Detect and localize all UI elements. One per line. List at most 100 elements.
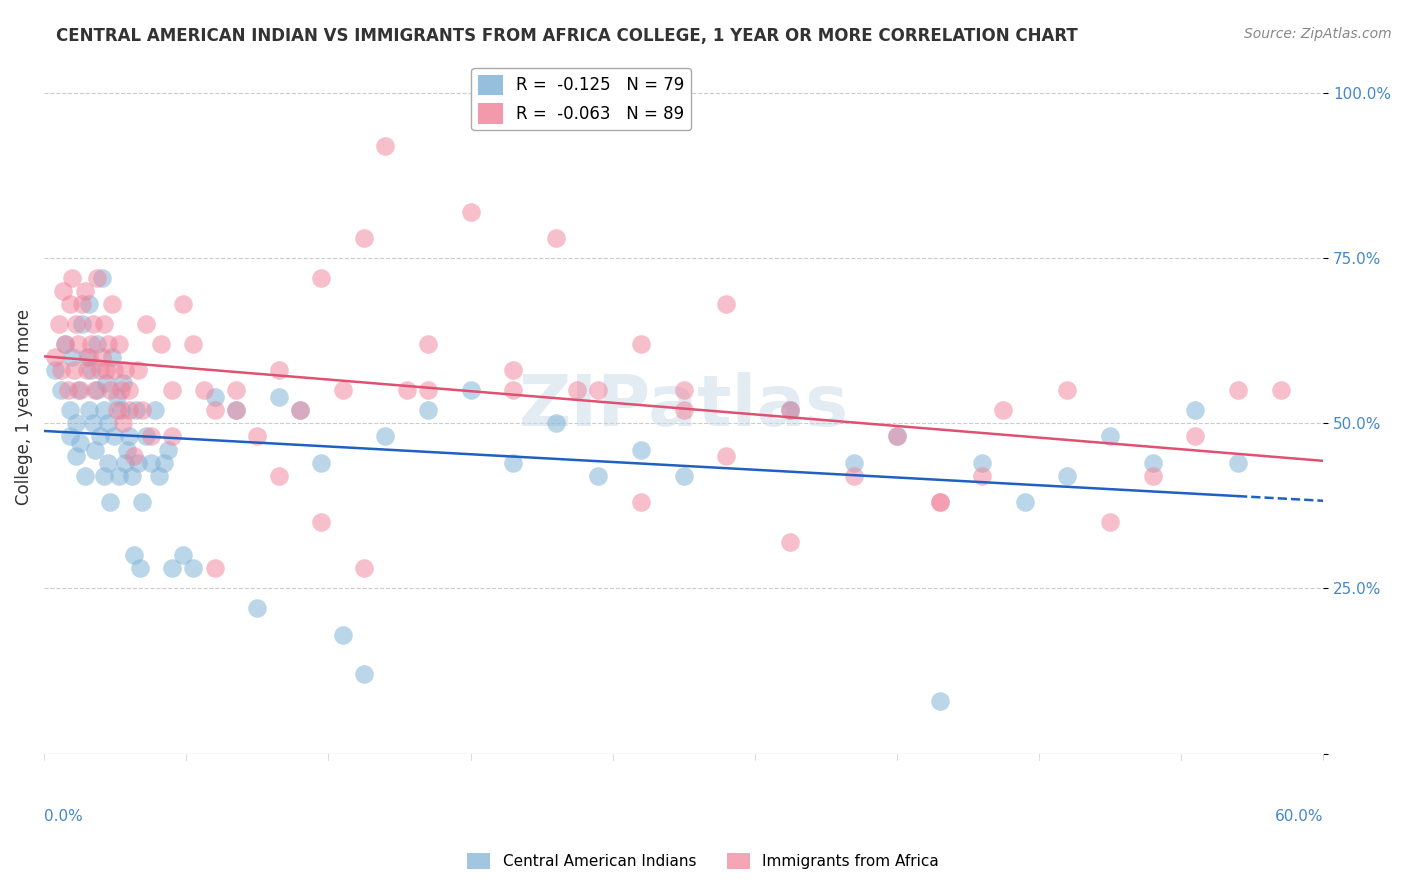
Point [374,138,396,153]
Point [122,449,145,463]
Point [716,449,738,463]
Point [131,495,153,509]
Point [59,297,82,311]
Point [52,284,75,298]
Point [332,383,354,397]
Point [121,469,143,483]
Point [67,383,90,397]
Point [76,363,98,377]
Point [110,383,132,397]
Point [103,363,125,377]
Point [107,469,129,483]
Point [90,270,112,285]
Point [148,469,170,483]
Point [131,402,153,417]
Point [114,363,136,377]
Point [246,601,269,615]
Point [98,495,121,509]
Point [374,429,396,443]
Point [460,204,482,219]
Point [143,402,166,417]
Point [93,469,115,483]
Point [544,416,567,430]
Point [89,363,111,377]
Point [1142,456,1164,470]
Point [1227,456,1250,470]
Point [69,383,91,397]
Point [972,456,994,470]
Point [844,456,866,470]
Point [1099,515,1122,529]
Point [309,270,332,285]
Point [118,383,141,397]
Point [1099,429,1122,443]
Point [118,402,141,417]
Point [353,667,375,681]
Point [886,429,908,443]
Point [111,376,134,391]
Point [51,363,73,377]
Point [928,693,950,707]
Point [76,350,98,364]
Point [105,402,128,417]
Point [44,350,66,364]
Point [588,383,610,397]
Point [44,363,66,377]
Point [1227,383,1250,397]
Point [288,402,311,417]
Point [80,363,103,377]
Point [65,416,87,430]
Point [544,231,567,245]
Point [246,429,269,443]
Point [101,350,124,364]
Point [416,336,439,351]
Point [94,376,117,391]
Point [48,317,70,331]
Point [122,548,145,562]
Point [97,416,120,430]
Point [97,336,120,351]
Point [630,442,652,457]
Point [1184,429,1206,443]
Point [110,402,132,417]
Point [993,402,1015,417]
Point [204,561,226,575]
Point [111,416,134,430]
Point [118,429,141,443]
Point [94,363,117,377]
Point [125,402,148,417]
Text: 0.0%: 0.0% [44,809,83,824]
Point [135,317,157,331]
Text: Source: ZipAtlas.com: Source: ZipAtlas.com [1244,27,1392,41]
Point [204,390,226,404]
Point [267,469,290,483]
Text: CENTRAL AMERICAN INDIAN VS IMMIGRANTS FROM AFRICA COLLEGE, 1 YEAR OR MORE CORREL: CENTRAL AMERICAN INDIAN VS IMMIGRANTS FR… [56,27,1078,45]
Point [225,402,247,417]
Point [73,284,96,298]
Point [1270,383,1292,397]
Point [77,350,100,364]
Point [60,270,83,285]
Point [172,548,194,562]
Point [193,383,215,397]
Point [103,429,125,443]
Point [1014,495,1036,509]
Y-axis label: College, 1 year or more: College, 1 year or more [15,309,32,505]
Point [353,231,375,245]
Text: ZIPatlas: ZIPatlas [519,372,849,441]
Point [716,297,738,311]
Point [416,383,439,397]
Point [1056,469,1078,483]
Legend: Central American Indians, Immigrants from Africa: Central American Indians, Immigrants fro… [461,847,945,875]
Point [98,383,121,397]
Point [107,336,129,351]
Point [86,336,108,351]
Point [90,350,112,364]
Point [779,402,801,417]
Point [630,336,652,351]
Point [93,317,115,331]
Point [73,469,96,483]
Point [332,627,354,641]
Point [502,363,524,377]
Point [416,402,439,417]
